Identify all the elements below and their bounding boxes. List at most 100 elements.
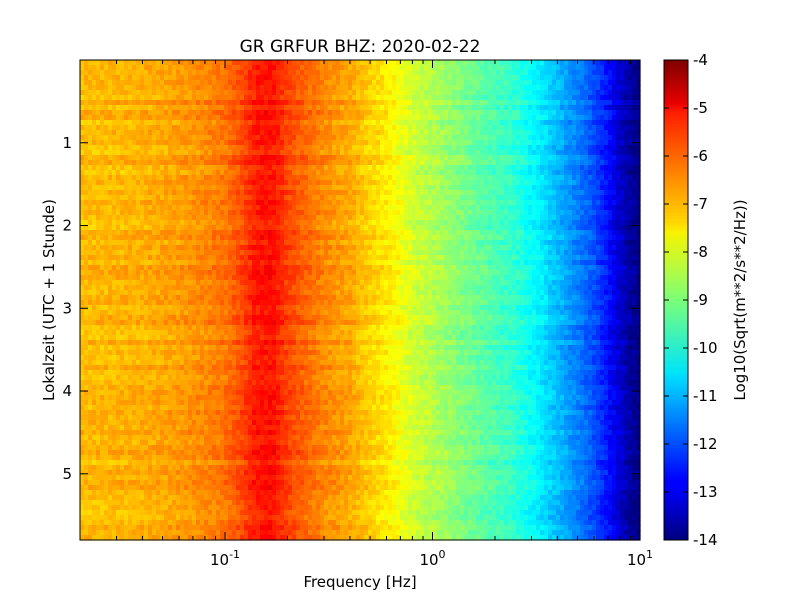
heatmap-cell <box>280 195 285 201</box>
heatmap-cell <box>396 210 401 216</box>
heatmap-cell <box>352 180 357 186</box>
heatmap-cell <box>404 110 409 116</box>
heatmap-cell <box>428 110 433 116</box>
heatmap-cell <box>360 135 365 141</box>
heatmap-cell <box>424 75 429 81</box>
heatmap-cell <box>516 225 521 231</box>
heatmap-cell <box>364 80 369 86</box>
heatmap-cell <box>528 205 533 211</box>
heatmap-cell <box>332 185 337 191</box>
heatmap-cell <box>256 220 261 226</box>
heatmap-cell <box>248 165 253 171</box>
heatmap-cell <box>116 165 121 171</box>
heatmap-cell <box>516 190 521 196</box>
heatmap-cell <box>408 70 413 76</box>
heatmap-cell <box>88 95 93 101</box>
heatmap-cell <box>616 145 621 151</box>
heatmap-cell <box>228 230 233 236</box>
heatmap-cell <box>532 205 537 211</box>
heatmap-cell <box>308 135 313 141</box>
heatmap-cell <box>120 75 125 81</box>
heatmap-cell <box>168 85 173 91</box>
heatmap-cell <box>116 105 121 111</box>
heatmap-cell <box>220 225 225 231</box>
heatmap-cell <box>592 100 597 106</box>
heatmap-cell <box>400 135 405 141</box>
heatmap-cell <box>592 230 597 236</box>
heatmap-cell <box>496 170 501 176</box>
heatmap-cell <box>624 180 629 186</box>
heatmap-cell <box>628 125 633 131</box>
heatmap-cell <box>252 135 257 141</box>
heatmap-cell <box>520 230 525 236</box>
heatmap-cell <box>388 165 393 171</box>
heatmap-cell <box>352 215 357 221</box>
heatmap-cell <box>424 205 429 211</box>
heatmap-cell <box>612 210 617 216</box>
heatmap-cell <box>628 195 633 201</box>
heatmap-cell <box>600 110 605 116</box>
heatmap-cell <box>420 145 425 151</box>
heatmap-cell <box>220 120 225 126</box>
heatmap-cell <box>468 115 473 121</box>
heatmap-cell <box>248 105 253 111</box>
heatmap-cell <box>552 120 557 126</box>
heatmap-cell <box>532 170 537 176</box>
heatmap-cell <box>212 175 217 181</box>
heatmap-cell <box>136 100 141 106</box>
heatmap-cell <box>176 170 181 176</box>
heatmap-cell <box>280 120 285 126</box>
heatmap-cell <box>112 170 117 176</box>
heatmap-cell <box>188 70 193 76</box>
heatmap-cell <box>84 175 89 181</box>
heatmap-cell <box>428 135 433 141</box>
heatmap-cell <box>588 150 593 156</box>
heatmap-cell <box>300 150 305 156</box>
heatmap-cell <box>392 230 397 236</box>
heatmap-cell <box>224 70 229 76</box>
heatmap-cell <box>264 155 269 161</box>
heatmap-cell <box>212 170 217 176</box>
heatmap-cell <box>256 100 261 106</box>
heatmap-cell <box>500 215 505 221</box>
heatmap-cell <box>524 110 529 116</box>
heatmap-cell <box>352 230 357 236</box>
heatmap-cell <box>348 170 353 176</box>
heatmap-cell <box>592 75 597 81</box>
heatmap-cell <box>268 125 273 131</box>
heatmap-cell <box>324 195 329 201</box>
heatmap-cell <box>136 110 141 116</box>
heatmap-cell <box>172 155 177 161</box>
heatmap-cell <box>552 90 557 96</box>
heatmap-cell <box>572 210 577 216</box>
heatmap-cell <box>412 90 417 96</box>
heatmap-cell <box>380 155 385 161</box>
heatmap-cell <box>548 160 553 166</box>
heatmap-cell <box>192 225 197 231</box>
heatmap-cell <box>152 145 157 151</box>
heatmap-cell <box>92 105 97 111</box>
heatmap-cell <box>616 170 621 176</box>
heatmap-cell <box>432 85 437 91</box>
heatmap-cell <box>196 205 201 211</box>
heatmap-cell <box>80 120 85 126</box>
heatmap-cell <box>520 150 525 156</box>
heatmap-cell <box>348 130 353 136</box>
heatmap-cell <box>264 185 269 191</box>
heatmap-cell <box>164 105 169 111</box>
heatmap-cell <box>200 175 205 181</box>
heatmap-cell <box>532 100 537 106</box>
heatmap-cell <box>220 65 225 71</box>
heatmap-cell <box>232 235 237 241</box>
heatmap-cell <box>212 90 217 96</box>
heatmap-cell <box>436 170 441 176</box>
heatmap-cell <box>484 60 489 66</box>
heatmap-cell <box>452 205 457 211</box>
heatmap-cell <box>488 200 493 206</box>
heatmap-cell <box>260 205 265 211</box>
heatmap-cell <box>156 65 161 71</box>
heatmap-cell <box>144 170 149 176</box>
heatmap-cell <box>340 235 345 241</box>
heatmap-cell <box>308 90 313 96</box>
heatmap-cell <box>540 60 545 66</box>
